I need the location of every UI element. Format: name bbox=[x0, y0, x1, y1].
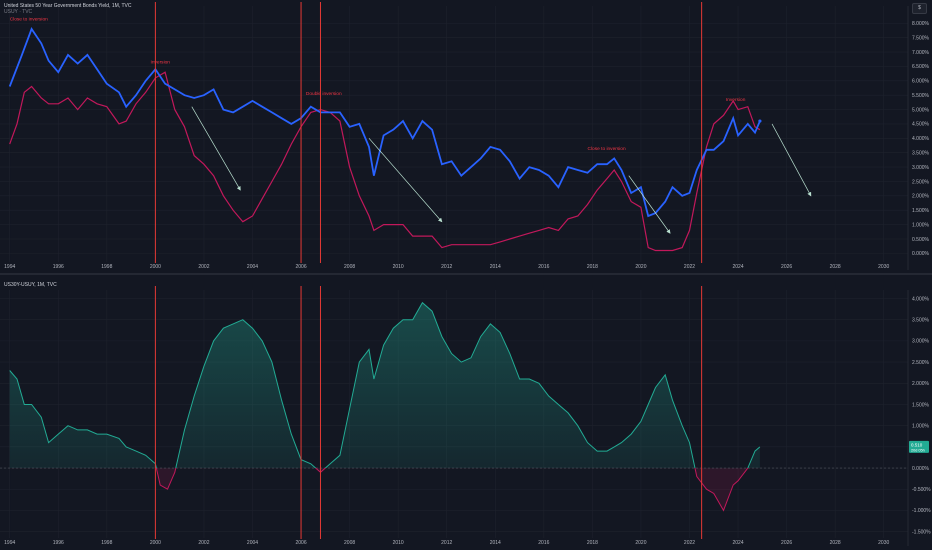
y-tick-label: 1.000% bbox=[912, 423, 930, 429]
currency-button[interactable]: $ bbox=[912, 3, 927, 14]
current-value-label: 0.510 bbox=[911, 442, 923, 447]
trend-arrow bbox=[628, 175, 671, 234]
y-tick-label: 3.500% bbox=[912, 150, 930, 156]
x-tick-label: 2010 bbox=[393, 540, 404, 546]
lower-chart-title: US30Y-USUY, 1M, TVC bbox=[4, 282, 57, 288]
x-tick-label: 2008 bbox=[344, 264, 355, 270]
y-tick-label: 1.000% bbox=[912, 222, 930, 228]
y-tick-label: 8.000% bbox=[912, 21, 930, 27]
y-tick-label: 1.500% bbox=[912, 208, 930, 214]
x-tick-label: 2012 bbox=[441, 540, 452, 546]
y-tick-label: 0.000% bbox=[912, 466, 930, 472]
trend-arrow bbox=[191, 106, 241, 191]
x-tick-label: 2024 bbox=[732, 264, 743, 270]
x-tick-label: 2004 bbox=[247, 540, 258, 546]
x-tick-label: 2030 bbox=[878, 540, 889, 546]
annotation-label: Inversion bbox=[726, 97, 746, 103]
y-tick-label: 1.500% bbox=[912, 402, 930, 408]
x-tick-label: 1996 bbox=[53, 540, 64, 546]
x-tick-label: 2028 bbox=[830, 540, 841, 546]
y-tick-label: 6.000% bbox=[912, 79, 930, 85]
x-tick-label: 2012 bbox=[441, 264, 452, 270]
y-tick-label: 7.500% bbox=[912, 35, 930, 41]
x-tick-label: 2020 bbox=[635, 264, 646, 270]
x-tick-label: 2006 bbox=[295, 264, 306, 270]
last-point-marker bbox=[758, 119, 762, 123]
y-tick-label: 0.500% bbox=[912, 237, 930, 243]
y-tick-label: -0.500% bbox=[912, 487, 931, 493]
y-tick-label: 3.500% bbox=[912, 317, 930, 323]
x-tick-label: 2024 bbox=[732, 540, 743, 546]
x-tick-label: 2006 bbox=[295, 540, 306, 546]
x-tick-label: 2010 bbox=[393, 264, 404, 270]
x-tick-label: 2022 bbox=[684, 540, 695, 546]
y-tick-label: 3.000% bbox=[912, 339, 930, 345]
y-tick-label: 2.000% bbox=[912, 194, 930, 200]
y-tick-label: -1.500% bbox=[912, 529, 931, 535]
x-tick-label: 1998 bbox=[101, 540, 112, 546]
x-tick-label: 2002 bbox=[198, 264, 209, 270]
x-tick-label: 2026 bbox=[781, 264, 792, 270]
x-tick-label: 2022 bbox=[684, 264, 695, 270]
x-tick-label: 1994 bbox=[4, 540, 15, 546]
x-tick-label: 1998 bbox=[101, 264, 112, 270]
y-tick-label: 6.500% bbox=[912, 64, 930, 70]
y-tick-label: 4.500% bbox=[912, 122, 930, 128]
x-tick-label: 2000 bbox=[150, 540, 161, 546]
x-tick-label: 2018 bbox=[587, 264, 598, 270]
current-value-countdown: 20d 05h bbox=[911, 448, 925, 452]
yield-panel[interactable]: 0.000% 0.500% 1.000% 1.500% 2.000% 2.500% 3.00… bbox=[0, 2, 930, 270]
x-tick-label: 2030 bbox=[878, 264, 889, 270]
spread-area-positive bbox=[9, 302, 760, 469]
y-tick-label: 5.500% bbox=[912, 93, 930, 99]
x-tick-label: 2002 bbox=[198, 540, 209, 546]
y-tick-label: 2.500% bbox=[912, 179, 930, 185]
x-tick-label: 2016 bbox=[538, 264, 549, 270]
usuy-line bbox=[9, 71, 761, 252]
x-tick-label: 1994 bbox=[4, 264, 15, 270]
chart-subtitle: USUY · TVC bbox=[4, 9, 33, 15]
y-tick-label: 7.000% bbox=[912, 50, 930, 56]
x-tick-label: 2008 bbox=[344, 540, 355, 546]
trend-arrow bbox=[771, 123, 812, 197]
x-tick-label: 2018 bbox=[587, 540, 598, 546]
x-tick-label: 2000 bbox=[150, 264, 161, 270]
annotation-label: Close to inversion bbox=[10, 16, 48, 22]
y-tick-label: 4.000% bbox=[912, 296, 930, 302]
trend-arrow bbox=[368, 138, 443, 223]
y-tick-label: 4.000% bbox=[912, 136, 930, 142]
annotation-label: Close to inversion bbox=[588, 146, 626, 152]
x-tick-label: 2020 bbox=[635, 540, 646, 546]
chart-title: United States 50 Year Government Bonds Y… bbox=[4, 3, 132, 9]
y-tick-label: 2.500% bbox=[912, 360, 930, 366]
x-tick-label: 1996 bbox=[53, 264, 64, 270]
y-tick-label: 0.000% bbox=[912, 251, 930, 257]
current-value-badge bbox=[909, 440, 929, 453]
x-tick-label: 2028 bbox=[830, 264, 841, 270]
x-tick-label: 2016 bbox=[538, 540, 549, 546]
y-tick-label: 3.000% bbox=[912, 165, 930, 171]
x-tick-label: 2026 bbox=[781, 540, 792, 546]
y-tick-label: 2.000% bbox=[912, 381, 930, 387]
y-tick-label: -1.000% bbox=[912, 508, 931, 514]
annotation-label: Inversion bbox=[151, 60, 171, 66]
us30y-line bbox=[8, 27, 761, 218]
spread-panel[interactable]: -1.500%-1.000%-0.500%0.000%0.500%1.000%1… bbox=[0, 286, 931, 546]
x-tick-label: 2004 bbox=[247, 264, 258, 270]
spread-line-positive bbox=[9, 301, 761, 469]
annotation-label: Double inversion bbox=[306, 91, 342, 97]
x-tick-label: 2014 bbox=[490, 264, 501, 270]
y-tick-label: 5.000% bbox=[912, 107, 930, 113]
x-tick-label: 2014 bbox=[490, 540, 501, 546]
